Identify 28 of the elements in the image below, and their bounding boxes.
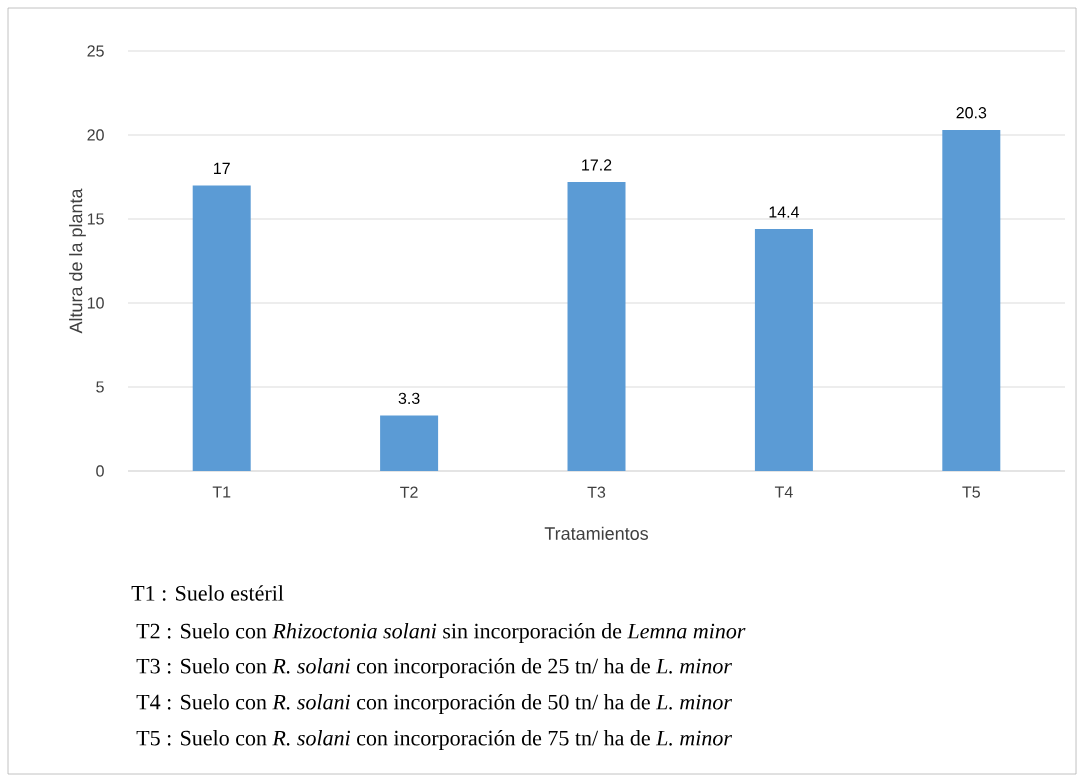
data-label: 17 — [214, 162, 230, 174]
data-label: 17.2 — [582, 159, 612, 171]
bar — [942, 129, 1001, 472]
x-axis-title: Tratamientos — [544, 526, 649, 540]
y-tick-label: 25 — [87, 45, 104, 57]
y-axis-title: Altura de la planta — [69, 188, 86, 334]
y-tick-label: 5 — [96, 381, 104, 393]
y-tick-label: 15 — [87, 213, 104, 225]
bar — [192, 185, 251, 472]
y-tick-label: 20 — [87, 129, 104, 141]
text: T2 : Suelo con Rhizoctonia solani sin incorporación de Lemna minor — [136, 623, 746, 643]
x-tick-label: T5 — [962, 486, 980, 498]
bar — [380, 415, 439, 472]
data-label: 3.3 — [398, 392, 420, 405]
x-tick-label: T3 — [587, 486, 606, 498]
data-label: 20.3 — [956, 107, 987, 119]
text: T5 : Suelo con R. solani con incorporación de 75 tn/ ha de L. minor — [136, 730, 732, 750]
text: T1 : Suelo estéril — [131, 585, 284, 601]
x-tick-label: T1 — [212, 486, 231, 498]
bar — [567, 182, 626, 472]
text: T4 : Suelo con R. solani con incorporación de 50 tn/ ha de L. minor — [136, 694, 732, 714]
text: T3 : Suelo con R. solani con incorporación de 25 tn/ ha de L. minor — [136, 658, 732, 678]
y-tick-label: 0 — [96, 465, 104, 477]
x-tick-label: T2 — [400, 486, 418, 498]
data-label: 14.4 — [769, 206, 800, 218]
bar — [754, 229, 813, 472]
y-tick-label: 10 — [87, 297, 104, 309]
x-tick-label: T4 — [774, 486, 793, 498]
